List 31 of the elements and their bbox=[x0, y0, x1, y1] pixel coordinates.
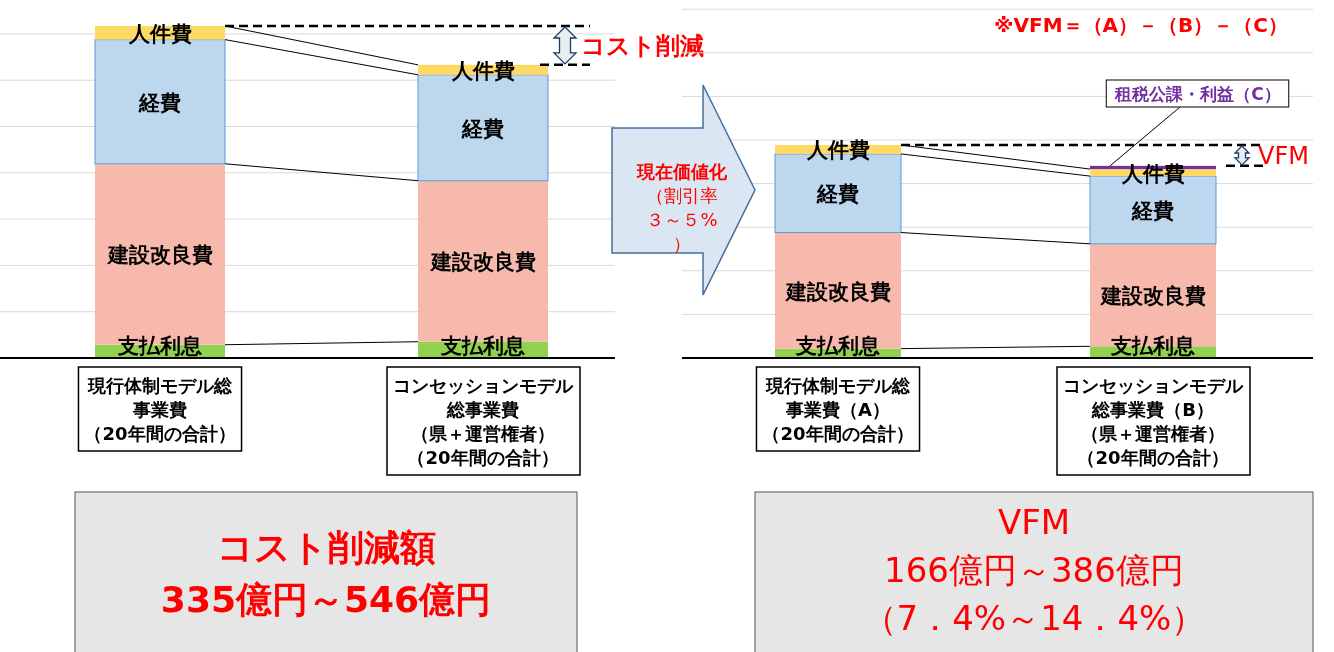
series-label: 人件費 bbox=[1120, 161, 1185, 186]
series-label: 経費 bbox=[461, 116, 504, 141]
text: 支払利息 bbox=[1111, 334, 1195, 358]
text: 支払利息 bbox=[441, 334, 525, 358]
text: VFM bbox=[997, 502, 1071, 542]
text: ※VFM＝（A）－（B）－（C） bbox=[994, 13, 1288, 37]
series-label: 人件費 bbox=[450, 58, 515, 83]
x-tick-label: コンセッションモデル総事業費（B）（県＋運営権者）（20年間の合計） bbox=[1063, 375, 1244, 468]
x-tick-label: 現行体制モデル総事業費（20年間の合計） bbox=[84, 375, 236, 444]
annotation: （割引率３～５%） bbox=[646, 185, 718, 254]
text: 経費 bbox=[139, 90, 181, 115]
series-label: 建設改良費 bbox=[783, 279, 891, 304]
text: 人件費 bbox=[806, 138, 870, 163]
series-label: 建設改良費 bbox=[105, 243, 213, 268]
annotation: 現在価値化 bbox=[636, 161, 728, 182]
text: 建設改良費 bbox=[430, 250, 536, 275]
series-label: 支払利息 bbox=[117, 334, 202, 358]
text: 経費 bbox=[817, 182, 859, 207]
series-label: 経費 bbox=[1131, 198, 1174, 223]
annotation: コスト削減 bbox=[581, 32, 704, 61]
text: コスト削減額 bbox=[216, 527, 436, 568]
text: 人件費 bbox=[128, 21, 192, 46]
x-tick-label: 現行体制モデル総事業費（A）（20年間の合計） bbox=[762, 375, 914, 444]
text: 166億円～386億円 bbox=[884, 550, 1184, 590]
text: 建設改良費 bbox=[1100, 284, 1206, 309]
text: 335億円～546億円 bbox=[160, 579, 492, 620]
series-label: 支払利息 bbox=[795, 334, 880, 358]
annotation: VFM bbox=[1258, 142, 1309, 171]
text: 租税公課・利益（C） bbox=[1114, 84, 1281, 104]
text: （7．4%～14．4%） bbox=[862, 598, 1206, 638]
x-tick-label: コンセッションモデル総事業費（県＋運営権者）（20年間の合計） bbox=[393, 375, 574, 468]
